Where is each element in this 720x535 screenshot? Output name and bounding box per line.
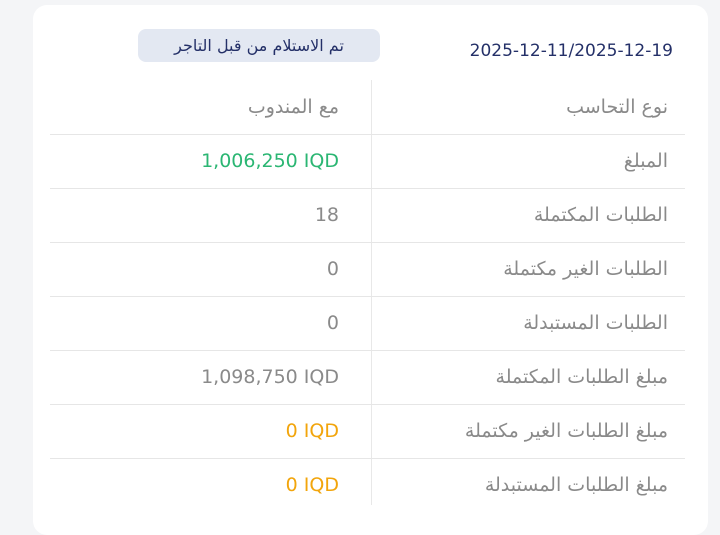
row-label: الطلبات الغير مكتملة — [503, 258, 668, 280]
table-row: مبلغ الطلبات المكتملة 1,098,750 IQD — [50, 350, 685, 405]
row-value: 1,006,250 IQD — [201, 150, 339, 172]
row-label: المبلغ — [623, 150, 668, 172]
row-label: مبلغ الطلبات المكتملة — [495, 366, 668, 388]
table-row: المبلغ 1,006,250 IQD — [50, 134, 685, 189]
row-label: نوع التحاسب — [566, 96, 668, 118]
row-label: الطلبات المكتملة — [533, 204, 668, 226]
row-value: 18 — [314, 204, 339, 226]
row-label: مبلغ الطلبات الغير مكتملة — [464, 420, 668, 442]
date-range: 2025-12-11/2025-12-19 — [469, 41, 673, 61]
row-value: مع المندوب — [247, 96, 339, 118]
table-row: الطلبات المستبدلة 0 — [50, 296, 685, 351]
row-value: 0 IQD — [285, 474, 339, 496]
table-row: الطلبات المكتملة 18 — [50, 188, 685, 243]
row-label: الطلبات المستبدلة — [523, 312, 668, 334]
row-value: 1,098,750 IQD — [201, 366, 339, 388]
row-value: 0 IQD — [285, 420, 339, 442]
status-badge: تم الاستلام من قبل التاجر — [138, 29, 380, 62]
column-divider — [371, 80, 372, 505]
row-value: 0 — [326, 258, 339, 280]
row-value: 0 — [326, 312, 339, 334]
table-row: الطلبات الغير مكتملة 0 — [50, 242, 685, 297]
table-row: نوع التحاسب مع المندوب — [50, 80, 685, 135]
table-row: مبلغ الطلبات الغير مكتملة 0 IQD — [50, 404, 685, 459]
row-label: مبلغ الطلبات المستبدلة — [484, 474, 668, 496]
table-row: مبلغ الطلبات المستبدلة 0 IQD — [50, 458, 685, 512]
settlement-card: 2025-12-11/2025-12-19 تم الاستلام من قبل… — [33, 5, 708, 535]
